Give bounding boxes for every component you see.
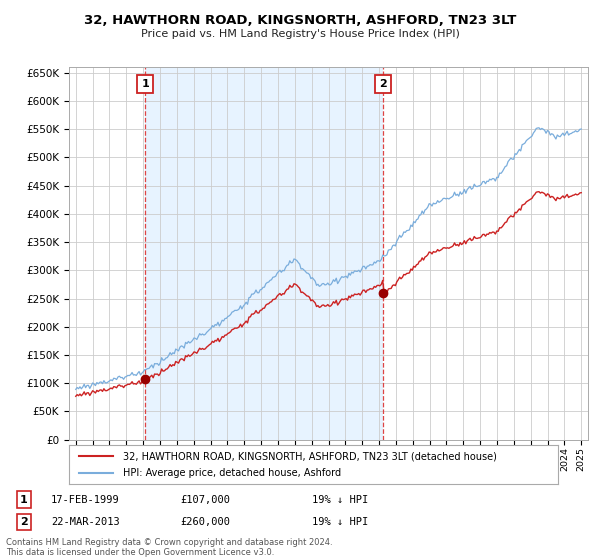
Bar	[145, 67, 383, 440]
Text: 19% ↓ HPI: 19% ↓ HPI	[312, 494, 368, 505]
Text: 1: 1	[141, 79, 149, 89]
Text: £107,000: £107,000	[180, 494, 230, 505]
Text: Contains HM Land Registry data © Crown copyright and database right 2024.
This d: Contains HM Land Registry data © Crown c…	[6, 538, 332, 557]
Text: £260,000: £260,000	[180, 517, 230, 527]
Text: 17-FEB-1999: 17-FEB-1999	[51, 494, 120, 505]
Text: 19% ↓ HPI: 19% ↓ HPI	[312, 517, 368, 527]
Text: 2: 2	[379, 79, 386, 89]
Text: 22-MAR-2013: 22-MAR-2013	[51, 517, 120, 527]
Text: HPI: Average price, detached house, Ashford: HPI: Average price, detached house, Ashf…	[123, 468, 341, 478]
Text: 2: 2	[20, 517, 28, 527]
Text: 1: 1	[20, 494, 28, 505]
Text: 32, HAWTHORN ROAD, KINGSNORTH, ASHFORD, TN23 3LT: 32, HAWTHORN ROAD, KINGSNORTH, ASHFORD, …	[84, 14, 516, 27]
Text: 32, HAWTHORN ROAD, KINGSNORTH, ASHFORD, TN23 3LT (detached house): 32, HAWTHORN ROAD, KINGSNORTH, ASHFORD, …	[123, 451, 497, 461]
Text: Price paid vs. HM Land Registry's House Price Index (HPI): Price paid vs. HM Land Registry's House …	[140, 29, 460, 39]
